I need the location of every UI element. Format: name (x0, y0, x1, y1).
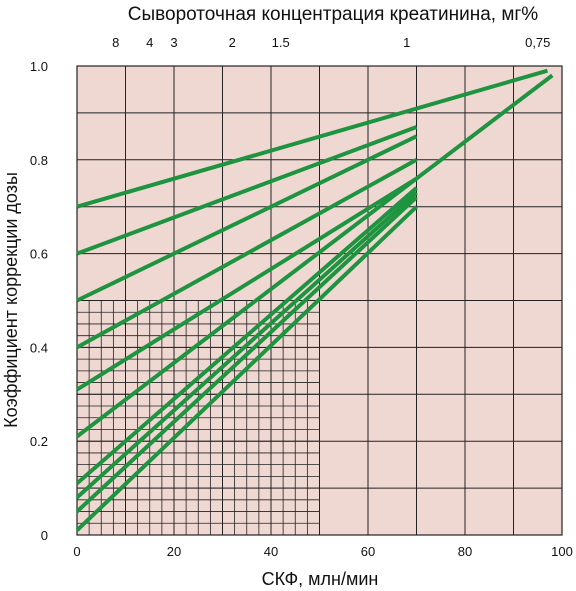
x-tick-label: 100 (551, 544, 573, 559)
series-line-9 (75, 195, 418, 514)
series-line-6 (75, 73, 554, 439)
y-tick-label: 0.6 (30, 247, 48, 262)
top-tick-label: 8 (112, 35, 119, 50)
series-line-2 (76, 125, 418, 256)
series-line-4 (76, 158, 418, 350)
series-line-1 (76, 68, 549, 209)
series-layer (75, 68, 554, 532)
series-line-8 (75, 191, 418, 499)
chart-title: Сывороточная концентрация креатинина, мг… (128, 4, 539, 25)
y-tick-label: 0.8 (30, 153, 48, 168)
x-tick-label: 40 (264, 544, 278, 559)
x-tick-label: 20 (167, 544, 181, 559)
x-axis-label: СКФ, млн/мин (262, 569, 379, 589)
y-tick-label: 0.2 (30, 434, 48, 449)
top-tick-label: 3 (170, 35, 177, 50)
series-line-7 (75, 186, 418, 485)
y-tick-label: 0 (41, 528, 48, 543)
top-tick-label: 0,75 (525, 35, 550, 50)
y-tick-label: 0.4 (30, 340, 48, 355)
series-line-10 (75, 205, 418, 532)
top-tick-label: 1 (403, 35, 410, 50)
x-tick-label: 80 (458, 544, 472, 559)
series-line-3 (76, 134, 418, 303)
series-line-5 (75, 176, 418, 392)
y-tick-label: 1.0 (30, 59, 48, 74)
top-tick-label: 2 (229, 35, 236, 50)
y-axis-label: Коэффициент коррекции дозы (1, 172, 21, 428)
top-tick-label: 1.5 (272, 35, 290, 50)
tick-labels: 0 20 40 60 80 100 0 0.2 0.4 0.6 0.8 1.0 8 4 3 2 1.5 1 0,75 (30, 35, 573, 559)
top-tick-label: 4 (146, 35, 153, 50)
x-tick-label: 0 (73, 544, 80, 559)
x-tick-label: 60 (361, 544, 375, 559)
